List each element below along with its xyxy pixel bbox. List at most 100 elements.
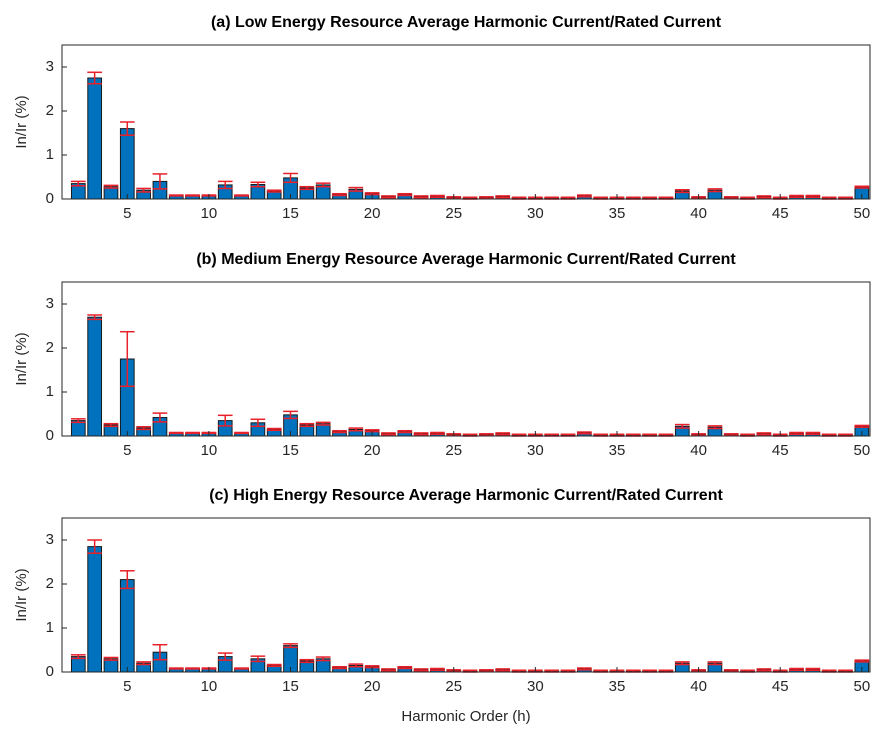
error-bar	[495, 195, 511, 199]
error-bar	[168, 431, 184, 435]
error-bar	[217, 414, 233, 427]
error-bar	[119, 570, 135, 590]
error-bar	[707, 425, 723, 430]
error-bar	[430, 667, 445, 671]
error-bar	[674, 661, 690, 666]
plot-area	[62, 45, 870, 199]
x-tick-label: 30	[527, 678, 544, 695]
error-bar	[674, 423, 690, 429]
error-bar	[87, 71, 102, 85]
error-bar	[152, 412, 168, 423]
error-bar	[348, 663, 364, 668]
error-bar	[381, 432, 396, 436]
x-tick-label: 10	[201, 678, 218, 695]
error-bar	[87, 314, 102, 321]
error-bar	[70, 654, 86, 660]
error-bar	[283, 172, 298, 184]
error-bar	[430, 194, 445, 198]
x-tick-label: 20	[364, 442, 381, 459]
y-tick-label: 0	[46, 663, 54, 680]
error-bar	[315, 656, 331, 662]
y-tick-label: 3	[46, 58, 54, 75]
x-tick-label: 40	[690, 205, 707, 222]
axes-box	[61, 517, 871, 673]
error-bar	[87, 539, 102, 554]
error-bar	[266, 663, 282, 668]
error-bar	[576, 194, 592, 198]
error-bar	[136, 426, 151, 431]
y-tick-label: 2	[46, 102, 54, 119]
error-bar	[805, 431, 821, 435]
y-tick-label: 0	[46, 427, 54, 444]
error-bar	[805, 667, 821, 671]
x-tick-label: 45	[772, 205, 789, 222]
error-bar	[576, 667, 592, 671]
chart-title: (b) Medium Energy Resource Average Harmo…	[196, 251, 736, 268]
axes-box	[61, 281, 871, 437]
chart-title: (c) High Energy Resource Average Harmoni…	[209, 487, 723, 504]
error-bar	[413, 668, 429, 672]
error-bar	[854, 185, 870, 189]
error-bar	[854, 659, 870, 663]
x-tick-label: 40	[690, 678, 707, 695]
error-bar	[397, 429, 413, 434]
error-bar	[674, 189, 690, 194]
bar	[119, 128, 135, 200]
error-bar	[576, 431, 592, 435]
x-tick-label: 20	[364, 205, 381, 222]
x-tick-label: 50	[853, 205, 870, 222]
y-tick-label: 3	[46, 295, 54, 312]
error-bar	[381, 668, 396, 672]
x-tick-label: 30	[527, 205, 544, 222]
error-bar	[168, 194, 184, 197]
error-bar	[266, 189, 282, 193]
error-bar	[234, 431, 249, 435]
x-tick-label: 15	[282, 205, 299, 222]
x-tick-label: 45	[772, 678, 789, 695]
error-bar	[217, 180, 233, 190]
error-bar	[397, 192, 413, 197]
error-bar	[413, 195, 429, 199]
error-bar	[103, 656, 119, 661]
error-bar	[119, 121, 135, 136]
error-bar	[250, 181, 266, 188]
error-bar	[103, 184, 119, 189]
error-bar	[789, 194, 804, 198]
error-bar	[315, 421, 331, 426]
error-bar	[397, 665, 413, 670]
error-bar	[707, 661, 723, 666]
plot-area	[62, 518, 870, 672]
error-bar	[413, 432, 429, 436]
error-bar	[332, 665, 347, 670]
error-bar	[185, 431, 200, 435]
bar	[119, 579, 135, 673]
error-bar	[283, 410, 298, 420]
error-bar	[136, 661, 151, 666]
x-tick-label: 25	[445, 678, 462, 695]
error-bar	[185, 194, 200, 197]
error-bar	[234, 194, 249, 197]
error-bar	[707, 188, 723, 193]
error-bar	[250, 655, 266, 663]
axes-box	[61, 44, 871, 200]
y-tick-label: 0	[46, 190, 54, 207]
x-tick-label: 40	[690, 442, 707, 459]
x-tick-label: 50	[853, 442, 870, 459]
x-axis-label: Harmonic Order (h)	[401, 708, 530, 725]
error-bar	[805, 194, 821, 198]
x-tick-label: 5	[123, 205, 131, 222]
error-bar	[70, 418, 86, 424]
x-tick-label: 10	[201, 442, 218, 459]
error-bar	[789, 667, 804, 671]
x-tick-label: 25	[445, 442, 462, 459]
error-bar	[299, 658, 315, 664]
y-tick-label: 1	[46, 619, 54, 636]
error-bar	[348, 427, 364, 432]
error-bar	[315, 182, 331, 188]
error-bar	[299, 422, 315, 428]
bar	[87, 316, 103, 437]
error-bar	[299, 185, 315, 191]
y-axis-label: In/Ir (%)	[13, 568, 30, 621]
error-bar	[789, 431, 804, 435]
